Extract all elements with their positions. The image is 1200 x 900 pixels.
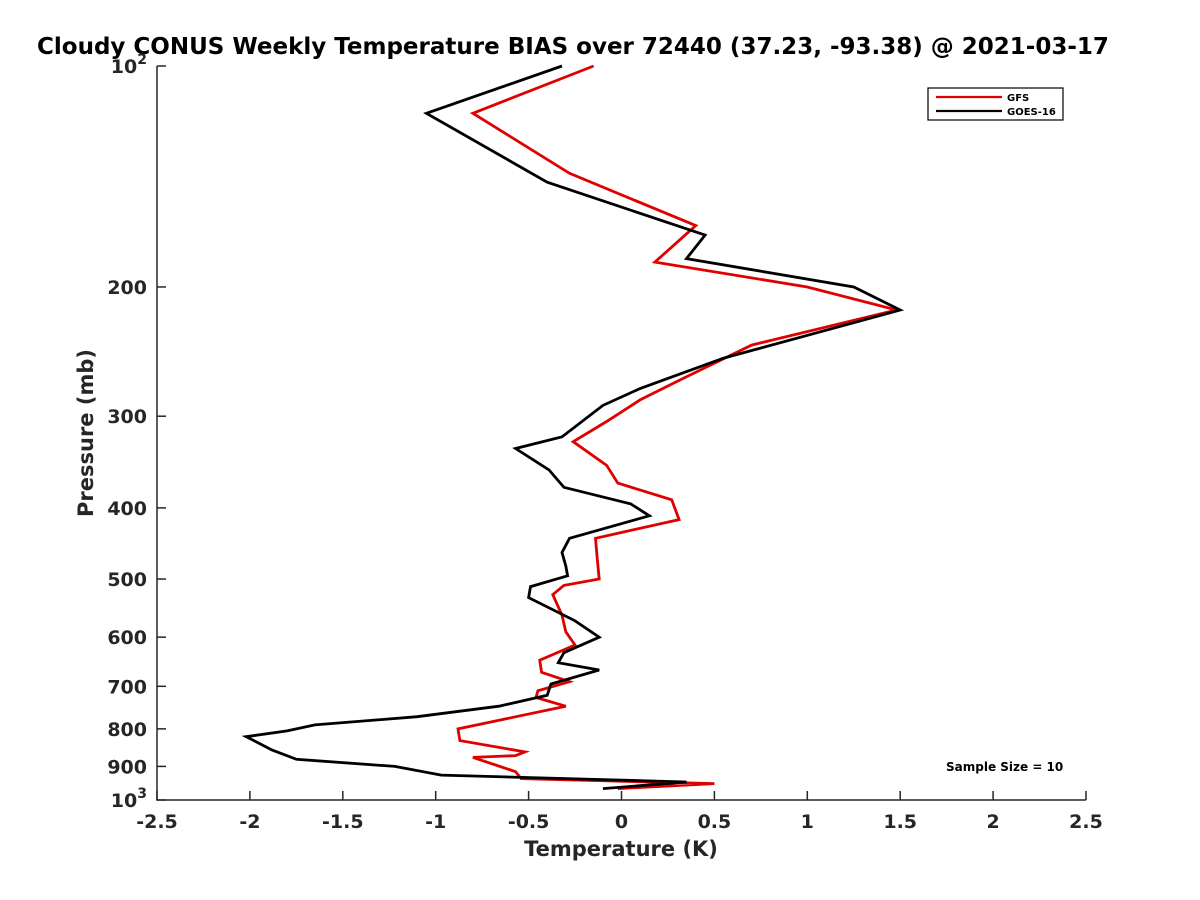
y-tick-label: 500 [107,569,147,591]
y-tick-label: 600 [107,627,147,649]
legend-label-goes16: GOES-16 [1007,107,1056,118]
x-tick-label: 1.5 [883,811,917,833]
plot-background [157,66,1086,800]
x-tick-label: -2.5 [136,811,178,833]
y-tick-label: 102 [111,52,147,78]
chart-title: Cloudy CONUS Weekly Temperature BIAS ove… [37,34,1109,60]
x-tick-label: 2 [986,811,999,833]
legend-box [927,87,1064,121]
y-axis-ticks: 102 200 300 400 500 600 700 800 900 103 [107,52,166,812]
y-axis-label: Pressure (mb) [74,349,98,517]
x-tick-label: 2.5 [1069,811,1103,833]
y-tick-label: 200 [107,277,147,299]
x-tick-label: 1 [801,811,814,833]
x-tick-label: -1 [425,811,446,833]
x-axis-label: Temperature (K) [524,837,718,861]
y-tick-label: 900 [107,756,147,778]
x-tick-label: 0 [615,811,628,833]
x-tick-label: -2 [239,811,260,833]
legend: GFS GOES-16 [927,87,1064,121]
y-tick-label: 700 [107,676,147,698]
legend-label-gfs: GFS [1007,93,1029,104]
y-tick-label: 800 [107,719,147,741]
y-tick-label: 300 [107,406,147,428]
series-line-goes16 [241,64,905,790]
sample-size-annotation: Sample Size = 10 [946,760,1063,774]
x-tick-label: 0.5 [698,811,732,833]
x-tick-label: -0.5 [508,811,550,833]
x-tick-label: -1.5 [322,811,364,833]
y-tick-label: 103 [111,786,147,812]
series-layer [241,64,905,790]
plot-area: -2.5 -2 -1.5 -1 -0.5 0 0.5 1 1.5 2 2.5 102 200 300 40… [107,52,1103,833]
x-axis-ticks: -2.5 -2 -1.5 -1 -0.5 0 0.5 1 1.5 2 2.5 [136,791,1103,833]
y-tick-label: 400 [107,498,147,520]
series-line-gfs [456,64,897,790]
